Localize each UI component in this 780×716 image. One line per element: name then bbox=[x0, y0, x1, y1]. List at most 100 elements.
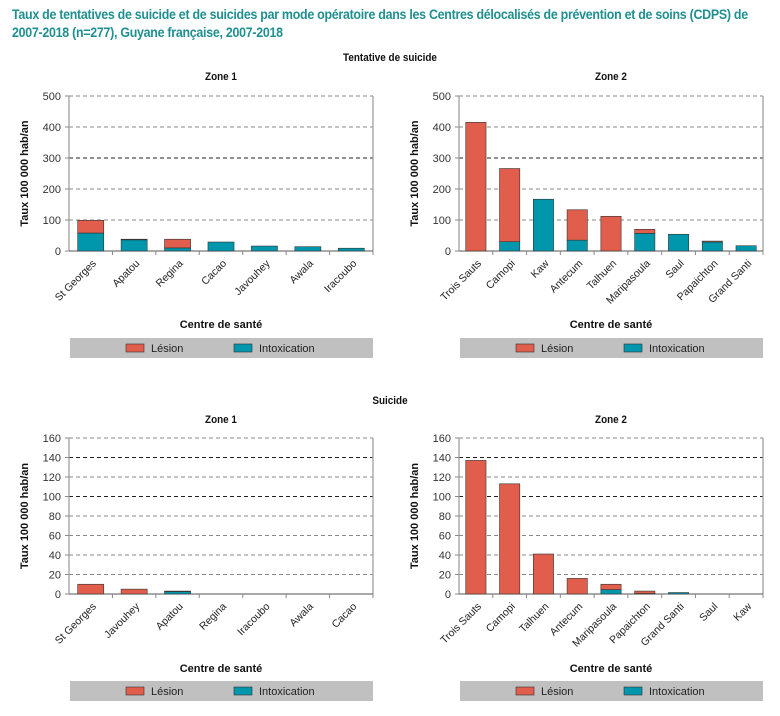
legend-label-intoxication: Intoxication bbox=[259, 343, 315, 355]
x-category-label: Regina bbox=[197, 601, 229, 633]
section-title-tentative: Tentative de suicide bbox=[343, 52, 437, 64]
x-category-label: Cacao bbox=[329, 601, 359, 631]
chart-title: Zone 1 bbox=[205, 415, 237, 427]
bar-lesion bbox=[164, 238, 191, 249]
x-category-label: Apatou bbox=[110, 258, 142, 290]
y-tick-label: 40 bbox=[49, 550, 61, 562]
bar-intoxication bbox=[294, 246, 322, 252]
bar-lesion bbox=[77, 220, 105, 234]
bar-intoxication bbox=[499, 241, 521, 252]
x-category-label: Apatou bbox=[154, 601, 186, 633]
x-category-label: Iracoubo bbox=[235, 601, 272, 638]
x-category-label: Regina bbox=[154, 258, 186, 290]
y-tick-label: 200 bbox=[43, 184, 61, 196]
x-category-label: Saul bbox=[663, 258, 686, 281]
y-tick-label: 20 bbox=[439, 570, 451, 582]
legend-label-intoxication: Intoxication bbox=[259, 686, 315, 698]
legend-box bbox=[460, 338, 763, 358]
bar-intoxication bbox=[668, 592, 689, 595]
bar-lesion bbox=[533, 553, 554, 595]
bar-intoxication bbox=[701, 241, 723, 252]
legend-label-lesion: Lésion bbox=[541, 343, 573, 355]
chart-title: Zone 2 bbox=[595, 415, 627, 427]
y-tick-label: 100 bbox=[433, 492, 451, 504]
chart-title: Zone 2 bbox=[595, 72, 627, 84]
legend-label-intoxication: Intoxication bbox=[649, 343, 705, 355]
x-category-label: Cacao bbox=[199, 258, 229, 288]
x-category-label: Awala bbox=[287, 258, 316, 287]
x-category-label: Kaw bbox=[731, 600, 754, 623]
y-tick-label: 100 bbox=[43, 492, 61, 504]
bar-lesion bbox=[465, 122, 487, 252]
bar-intoxication bbox=[251, 245, 278, 252]
bar-intoxication bbox=[207, 241, 235, 252]
figure-title: Taux de tentatives de suicide et de suic… bbox=[12, 7, 748, 40]
y-tick-label: 80 bbox=[49, 511, 61, 523]
bar-intoxication bbox=[735, 245, 757, 252]
bar-lesion bbox=[634, 590, 656, 594]
y-tick-label: 400 bbox=[433, 122, 451, 134]
bar-intoxication bbox=[77, 232, 105, 252]
x-category-label: Antecum bbox=[548, 257, 586, 295]
bar-intoxication bbox=[533, 198, 554, 252]
x-category-label: Javouhey bbox=[232, 257, 273, 298]
bar-lesion bbox=[465, 460, 487, 595]
x-category-label: Kaw bbox=[529, 257, 552, 280]
x-category-label: Trois Sauts bbox=[438, 258, 484, 304]
bar-lesion bbox=[701, 240, 723, 243]
bar-lesion bbox=[120, 588, 148, 595]
bar-lesion bbox=[634, 229, 656, 234]
bar-intoxication bbox=[164, 591, 191, 595]
y-tick-label: 160 bbox=[43, 433, 61, 445]
bar-lesion bbox=[499, 168, 521, 242]
y-tick-label: 140 bbox=[43, 453, 61, 465]
y-tick-label: 20 bbox=[49, 570, 61, 582]
bar-intoxication bbox=[668, 233, 689, 252]
y-axis-label: Taux 100 000 hab/an bbox=[19, 120, 31, 226]
legend-box bbox=[70, 681, 373, 701]
y-tick-label: 120 bbox=[43, 472, 61, 484]
legend-box bbox=[460, 681, 763, 701]
x-axis-label: Centre de santé bbox=[180, 319, 263, 331]
bar-lesion bbox=[600, 215, 622, 252]
bar-lesion bbox=[120, 238, 148, 241]
y-tick-label: 40 bbox=[439, 550, 451, 562]
legend-box bbox=[70, 338, 373, 358]
y-tick-label: 300 bbox=[433, 153, 451, 165]
x-axis-label: Centre de santé bbox=[180, 663, 263, 675]
x-category-label: Javouhey bbox=[102, 600, 143, 641]
y-tick-label: 0 bbox=[55, 589, 61, 601]
y-tick-label: 500 bbox=[433, 91, 451, 103]
legend-swatch-intoxication bbox=[233, 343, 253, 353]
y-tick-label: 0 bbox=[445, 246, 451, 258]
y-tick-label: 400 bbox=[43, 122, 61, 134]
bar-lesion bbox=[600, 583, 622, 590]
legend-label-intoxication: Intoxication bbox=[649, 686, 705, 698]
x-category-label: Saul bbox=[697, 601, 720, 624]
y-tick-label: 140 bbox=[433, 453, 451, 465]
y-tick-label: 60 bbox=[49, 531, 61, 543]
legend-label-lesion: Lésion bbox=[151, 686, 183, 698]
y-axis-label: Taux 100 000 hab/an bbox=[409, 463, 421, 569]
y-tick-label: 80 bbox=[439, 511, 451, 523]
bar-intoxication bbox=[566, 239, 588, 252]
y-tick-label: 160 bbox=[433, 433, 451, 445]
y-tick-label: 300 bbox=[43, 153, 61, 165]
bar-lesion bbox=[566, 209, 588, 241]
y-tick-label: 500 bbox=[43, 91, 61, 103]
y-tick-label: 0 bbox=[55, 246, 61, 258]
legend-swatch-lesion bbox=[515, 343, 535, 353]
y-tick-label: 60 bbox=[439, 531, 451, 543]
bar-intoxication bbox=[600, 589, 622, 595]
legend-swatch-intoxication bbox=[623, 343, 643, 353]
bar-intoxication bbox=[634, 233, 656, 252]
y-axis-label: Taux 100 000 hab/an bbox=[19, 463, 31, 569]
bar-lesion bbox=[499, 483, 521, 595]
legend-swatch-intoxication bbox=[623, 686, 643, 696]
bar-intoxication bbox=[164, 247, 191, 252]
y-tick-label: 0 bbox=[445, 589, 451, 601]
y-tick-label: 200 bbox=[433, 184, 451, 196]
legend-swatch-intoxication bbox=[233, 686, 253, 696]
legend-label-lesion: Lésion bbox=[541, 686, 573, 698]
